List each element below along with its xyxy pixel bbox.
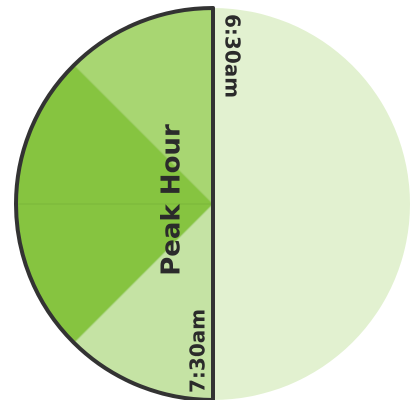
start-time-label: 6:30am [221,14,245,98]
highlighted-half-outline [14,6,215,400]
end-time-label: 7:30am [186,309,210,393]
wedge-separator-lower [73,203,214,344]
wedge-separator-upper [73,64,214,205]
peak-hour-label: Peak Hour [157,124,187,276]
right-half-segment [213,8,410,400]
upper-wedge-segment [74,7,213,204]
peak-wedge-lower-segment [15,204,213,343]
lower-wedge-segment [74,204,213,400]
peak-wedge-upper-segment [15,65,214,204]
